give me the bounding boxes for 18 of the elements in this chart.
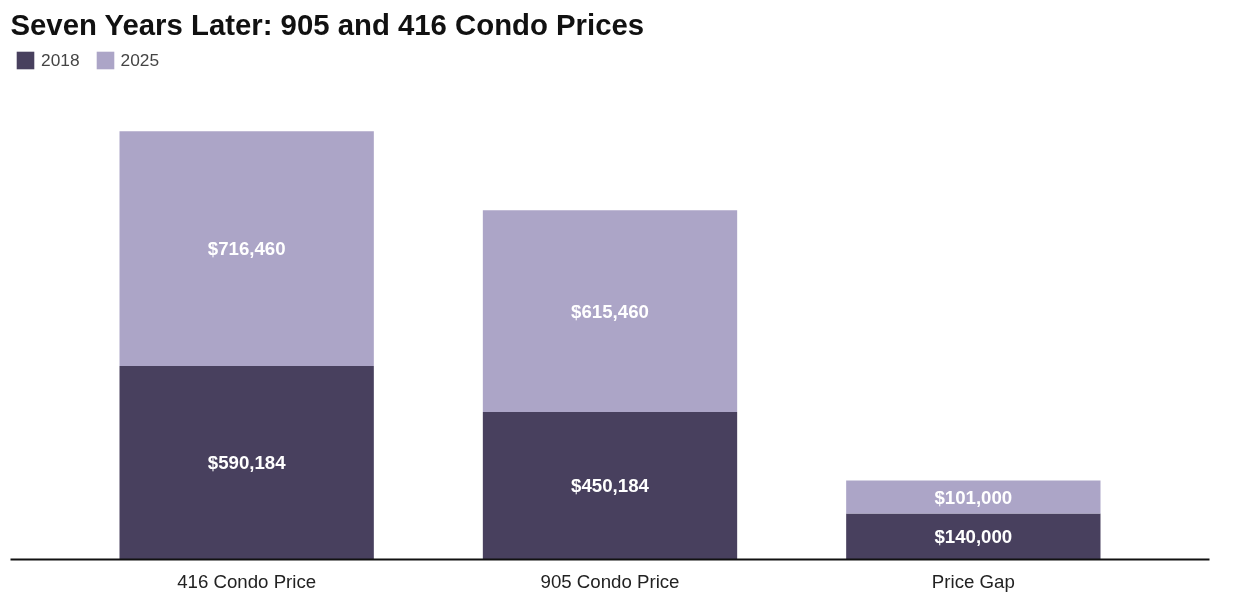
bar <box>846 513 1101 560</box>
legend-label: 2025 <box>120 49 160 71</box>
bar <box>119 366 374 560</box>
bar <box>482 411 738 560</box>
data-label: $140,000 <box>934 526 1013 548</box>
x-tick-label: 905 Condo Price <box>540 570 680 592</box>
legend-label: 2018 <box>41 49 80 71</box>
data-label: $450,184 <box>571 475 650 497</box>
data-label: $101,000 <box>934 486 1013 508</box>
data-label: $716,460 <box>207 238 286 260</box>
x-tick-label: Price Gap <box>931 570 1015 592</box>
bar <box>119 131 374 367</box>
bar <box>846 480 1101 514</box>
bar <box>482 210 738 412</box>
x-tick-label: 416 Condo Price <box>177 570 317 592</box>
data-label: $590,184 <box>207 452 287 474</box>
chart-title: Seven Years Later: 905 and 416 Condo Prices <box>10 7 645 41</box>
data-label: $615,460 <box>571 300 649 322</box>
